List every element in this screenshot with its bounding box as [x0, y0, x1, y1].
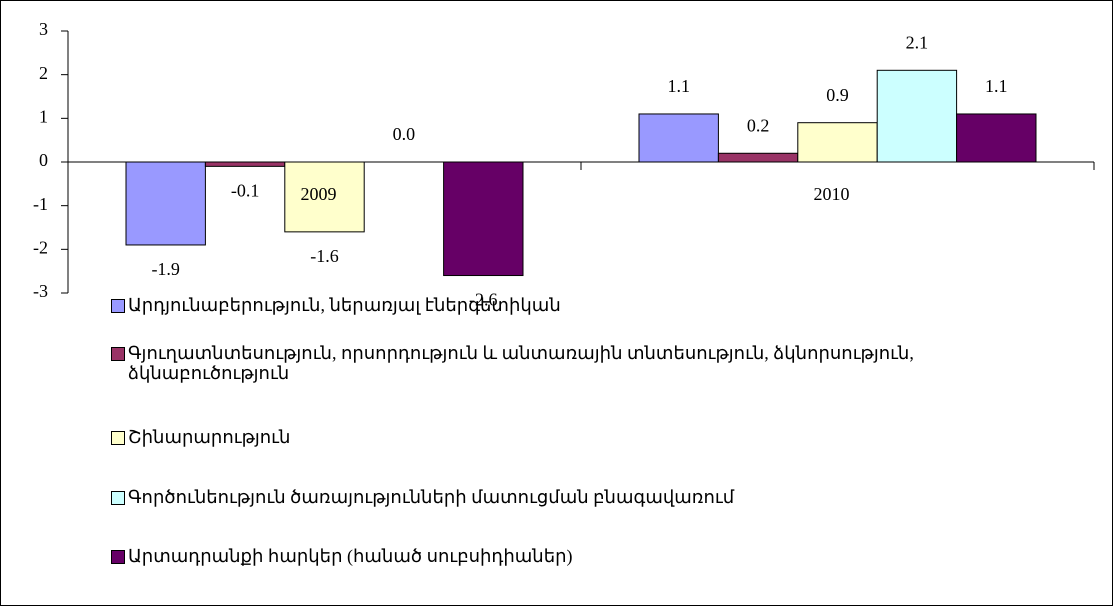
y-tick-label: -3: [33, 281, 48, 301]
legend-swatch: [111, 550, 125, 564]
legend-swatch: [111, 347, 125, 361]
y-tick-label: -2: [33, 237, 48, 257]
value-label: -1.6: [310, 246, 339, 266]
bar: [204, 161, 286, 167]
value-label: 1.1: [985, 76, 1008, 96]
legend-entry: Արտադրանքի հարկեր (հանած սուբսիդիաներ): [111, 546, 1071, 566]
legend-swatch: [111, 431, 125, 445]
bar: [638, 113, 719, 163]
legend-swatch: [111, 299, 125, 313]
value-label: 0.9: [826, 85, 849, 105]
bar: [876, 69, 958, 163]
bar: [443, 161, 524, 277]
bar: [125, 161, 206, 246]
legend-entry: Արդյունաբերություն, ներառյալ էներգետիկան: [111, 295, 1071, 315]
bar: [284, 161, 365, 233]
legend-entry: Գյուղատնտեսություն, որսորդություն և անտա…: [111, 343, 1071, 383]
value-label: -1.9: [151, 259, 180, 279]
x-tick-label: 2010: [814, 184, 850, 204]
legend-label: Արդյունաբերություն, ներառյալ էներգետիկան: [128, 295, 561, 315]
legend-swatch: [111, 491, 125, 505]
value-label: -0.1: [231, 180, 260, 200]
bar: [797, 122, 878, 163]
x-tick-label: 2009: [301, 184, 337, 204]
legend-entry: Գործունեություն ծառայությունների մատուցմ…: [111, 487, 1071, 507]
y-tick-label: 1: [39, 106, 48, 126]
value-label: 0.2: [747, 115, 770, 135]
value-label: 0.0: [393, 124, 416, 144]
legend-label: Շինարարություն: [128, 427, 291, 447]
y-tick-label: 3: [39, 19, 48, 39]
value-label: -2.6: [469, 290, 498, 310]
y-tick-label: 0: [39, 150, 48, 170]
legend-label: Արտադրանքի հարկեր (հանած սուբսիդիաներ): [128, 546, 573, 566]
y-tick-label: -1: [33, 194, 48, 214]
value-label: 1.1: [667, 76, 690, 96]
bar: [717, 152, 799, 163]
legend-entry: Շինարարություն: [111, 427, 1071, 447]
y-tick-label: 2: [39, 63, 48, 83]
legend-label: Գյուղատնտեսություն, որսորդություն և անտա…: [128, 343, 914, 383]
value-label: 2.1: [906, 32, 929, 52]
legend-label: Գործունեություն ծառայությունների մատուցմ…: [128, 487, 735, 507]
bar: [956, 113, 1037, 163]
